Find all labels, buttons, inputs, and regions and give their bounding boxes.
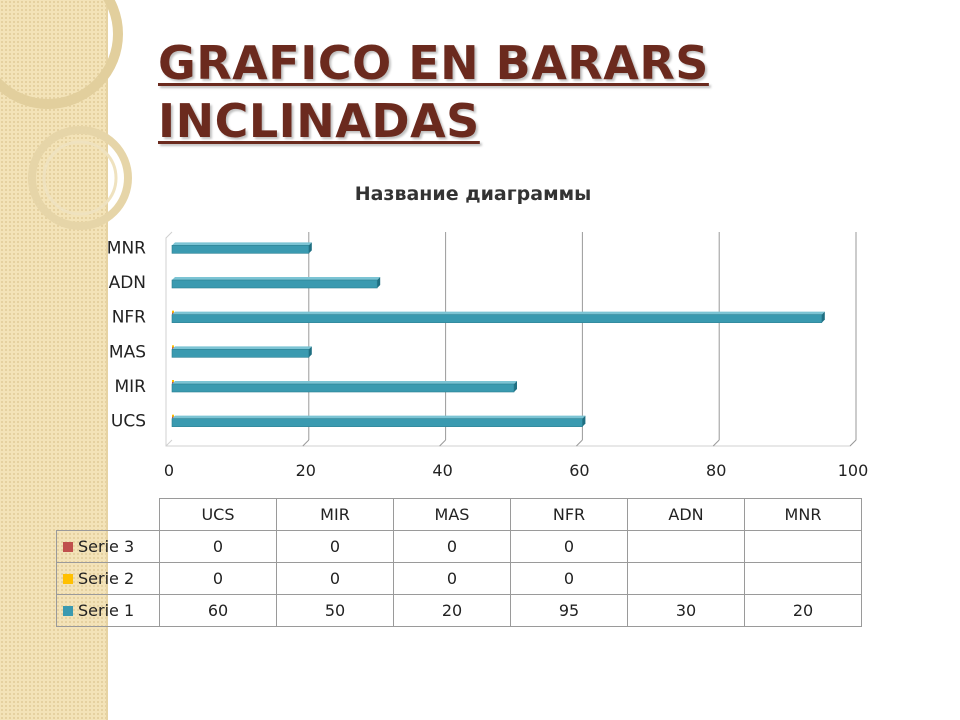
table-cell xyxy=(627,530,745,563)
bar-serie-1-ucs xyxy=(171,418,583,427)
bar-top-face xyxy=(172,381,517,384)
table-header-mir: MIR xyxy=(276,498,394,531)
gridline-floor xyxy=(712,439,720,447)
x-tick-label: 80 xyxy=(706,461,726,480)
table-header-row: UCS MIR MAS NFR ADN MNR xyxy=(56,498,862,531)
bars xyxy=(171,242,825,427)
bar-serie-1-mas xyxy=(171,349,310,358)
x-tick-label: 0 xyxy=(164,461,174,480)
legend-label: Serie 1 xyxy=(78,601,135,620)
bar-serie-1-nfr xyxy=(171,314,823,323)
bar-end-face xyxy=(821,311,825,323)
x-axis-ticks: 0 20 40 60 80 100 xyxy=(164,461,868,480)
category-label: ADN xyxy=(109,273,146,293)
bar-end-face xyxy=(377,277,381,288)
table-corner xyxy=(56,498,160,531)
slide-title: GRAFICO EN BARARS INCLINADAS xyxy=(158,36,709,148)
category-label: UCS xyxy=(111,412,146,432)
category-label: MIR xyxy=(115,377,147,397)
legend-key: Serie 3 xyxy=(56,530,160,563)
table-header-ucs: UCS xyxy=(159,498,277,531)
table-cell: 0 xyxy=(276,562,394,595)
x-tick-label: 60 xyxy=(569,461,589,480)
left-decorative-band xyxy=(0,0,108,720)
bar-top-face xyxy=(172,242,312,246)
table-cell: 0 xyxy=(159,530,277,563)
bar-top-face xyxy=(172,346,312,350)
table-cell: 0 xyxy=(276,530,394,563)
plot-area-outline xyxy=(165,231,857,447)
bar-end-face xyxy=(582,415,586,427)
gridline-floor xyxy=(849,439,857,447)
legend-key: Serie 1 xyxy=(56,594,160,627)
table-cell: 0 xyxy=(510,562,628,595)
table-cell: 0 xyxy=(510,530,628,563)
table-cell: 50 xyxy=(276,594,394,627)
table-header-mas: MAS xyxy=(393,498,511,531)
deco-circle-medium xyxy=(28,126,132,230)
table-cell: 0 xyxy=(393,530,511,563)
table-cell: 20 xyxy=(744,594,862,627)
bar-serie-1-mnr xyxy=(171,245,310,254)
table-header-adn: ADN xyxy=(627,498,745,531)
bar-top-face xyxy=(172,277,381,280)
bar-serie-1-mir xyxy=(171,383,515,393)
category-label: MAS xyxy=(109,342,146,362)
table-cell: 60 xyxy=(159,594,277,627)
legend-label: Serie 3 xyxy=(78,537,135,556)
bar-serie-1-adn xyxy=(171,279,378,289)
plot-area xyxy=(165,231,857,447)
table-cell: 0 xyxy=(159,562,277,595)
data-table: UCS MIR MAS NFR ADN MNR Serie 3 0 0 0 0 Serie… xyxy=(56,498,862,627)
table-cell: 20 xyxy=(393,594,511,627)
decorative-circles xyxy=(0,0,132,230)
table-cell xyxy=(744,562,862,595)
legend-swatch xyxy=(63,574,73,584)
table-row: Serie 1 60 50 20 95 30 20 xyxy=(56,594,862,627)
chart-title: Название диаграммы xyxy=(355,183,592,205)
category-label: NFR xyxy=(112,308,146,328)
deco-circle-inner xyxy=(42,140,118,216)
bar-chart: Название диаграммы UCS MIR MAS NFR ADN MNR 0 2… xyxy=(107,183,868,480)
bar-end-face xyxy=(514,381,517,392)
gridline-floor xyxy=(576,439,583,447)
legend-swatch xyxy=(63,542,73,552)
table-cell xyxy=(627,562,745,595)
gridlines xyxy=(302,232,857,447)
table-header-nfr: NFR xyxy=(510,498,628,531)
table-cell xyxy=(744,530,862,563)
category-label: MNR xyxy=(107,238,146,258)
plot-floor-edge xyxy=(165,439,173,447)
gridline-floor xyxy=(439,439,446,447)
gridline-floor xyxy=(302,439,310,447)
x-tick-label: 20 xyxy=(296,461,316,480)
bar-end-face xyxy=(308,346,312,358)
x-tick-label: 100 xyxy=(838,461,869,480)
category-labels: UCS MIR MAS NFR ADN MNR xyxy=(107,238,146,431)
table-cell: 95 xyxy=(510,594,628,627)
legend-swatch xyxy=(63,606,73,616)
deco-circle-large xyxy=(0,0,123,109)
x-tick-label: 40 xyxy=(432,461,452,480)
bar-end-face xyxy=(308,242,312,254)
table-header-mnr: MNR xyxy=(744,498,862,531)
bar-top-face xyxy=(172,311,825,315)
table-body: Serie 3 0 0 0 0 Serie 2 0 0 0 0 Serie 1 60 50 20 95 30 2… xyxy=(56,530,862,627)
legend-key: Serie 2 xyxy=(56,562,160,595)
table-cell: 0 xyxy=(393,562,511,595)
bar-top-face xyxy=(172,415,586,419)
table-cell: 30 xyxy=(627,594,745,627)
legend-label: Serie 2 xyxy=(78,569,135,588)
